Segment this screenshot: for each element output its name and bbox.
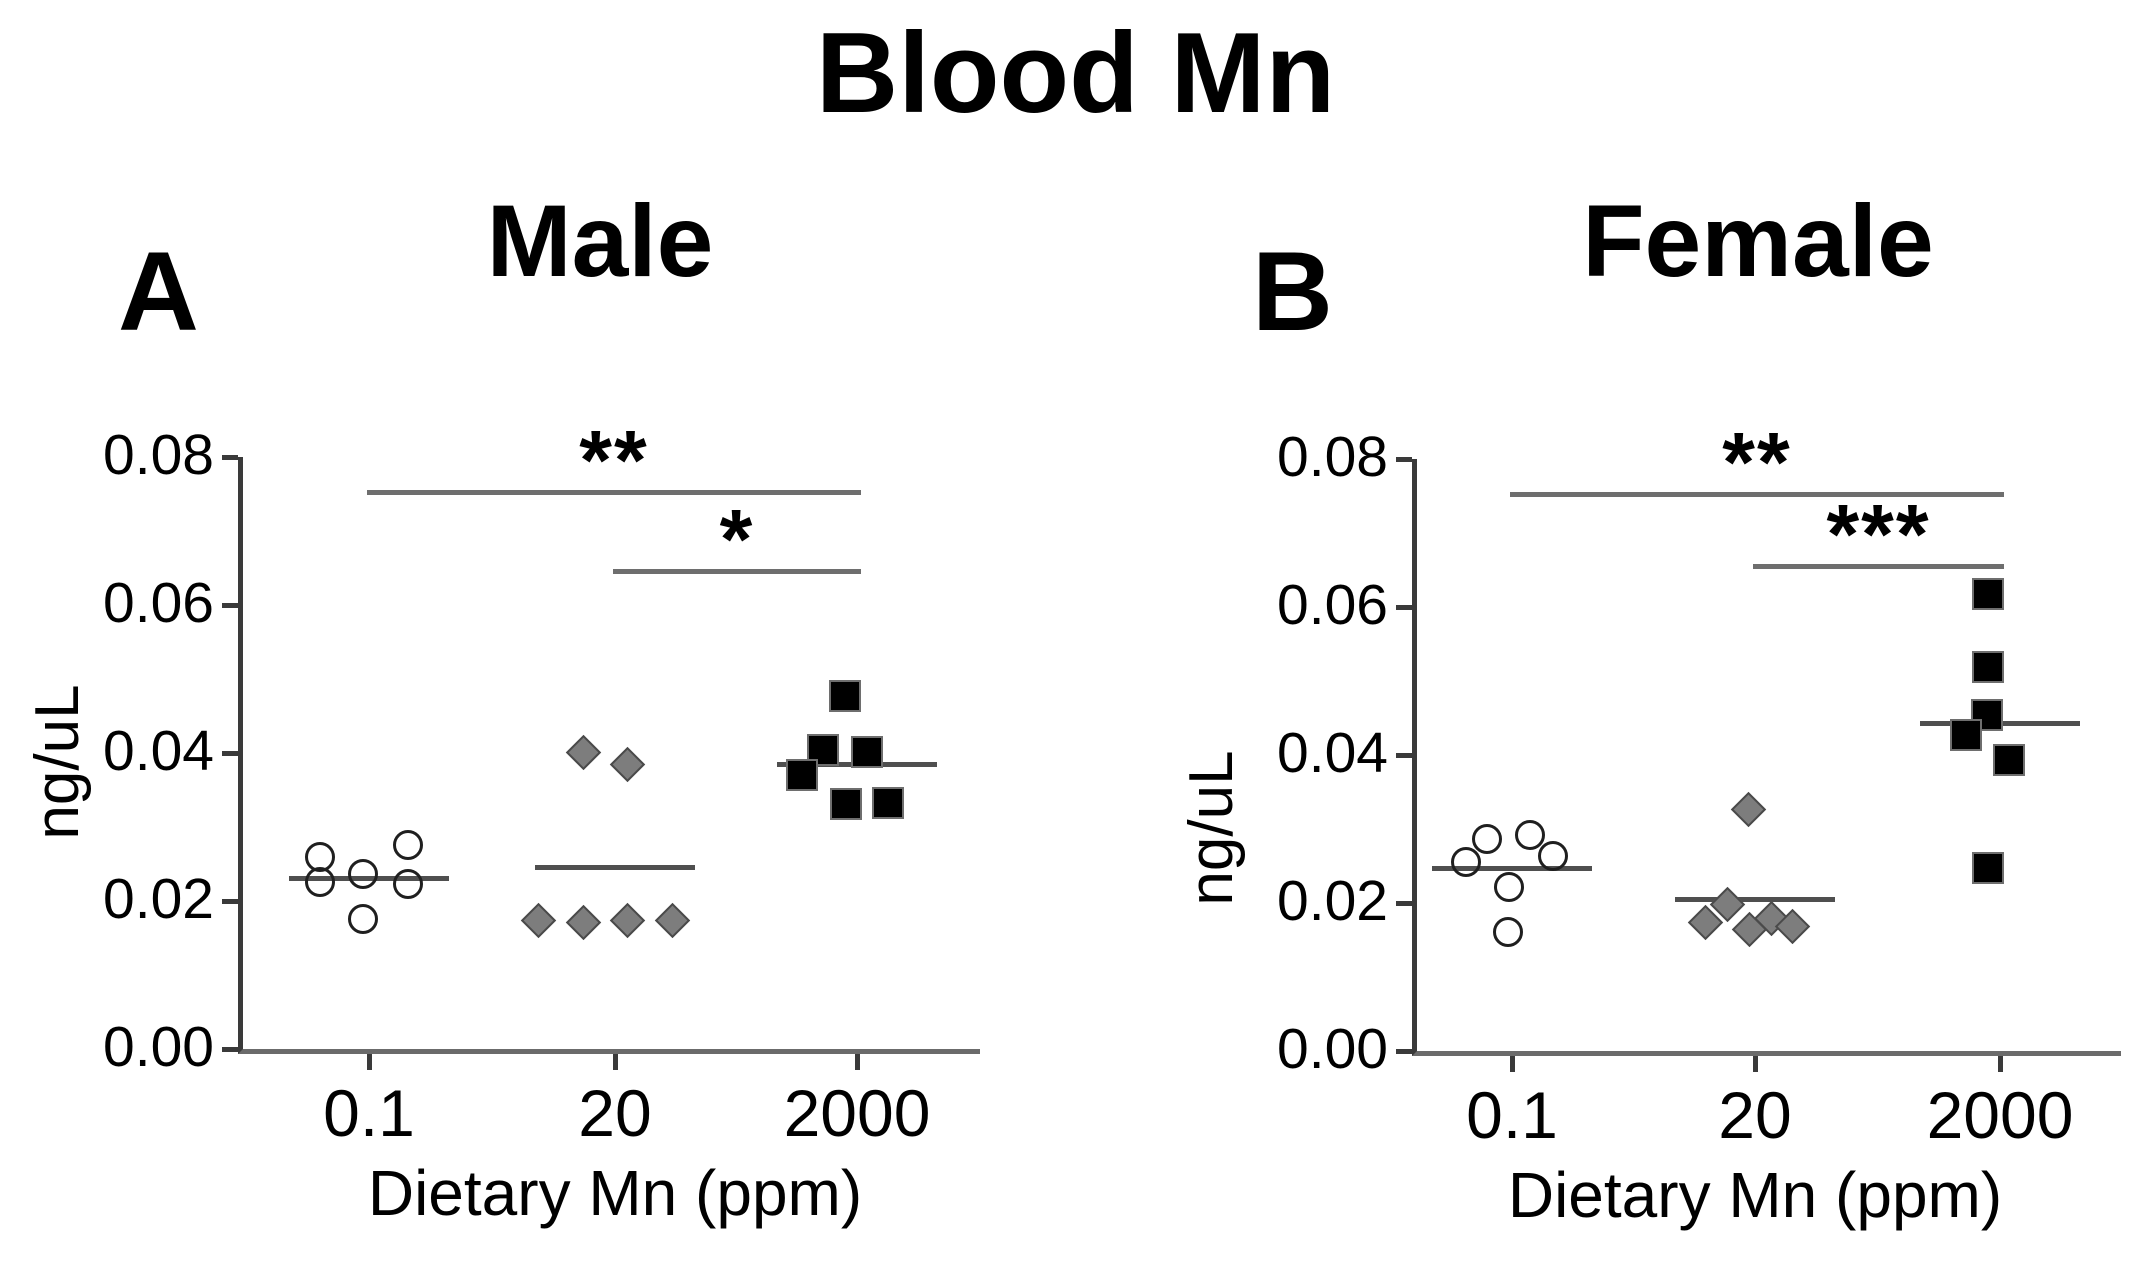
y-tick-label: 0.00 bbox=[1277, 1017, 1388, 1081]
x-tick-label: 20 bbox=[578, 1076, 652, 1150]
x-tick-mark bbox=[1998, 1056, 2003, 1072]
x-tick-label: 2000 bbox=[783, 1076, 931, 1150]
y-tick-label: 0.02 bbox=[103, 867, 214, 931]
y-tick-mark bbox=[222, 1047, 238, 1052]
significance-asterisks: ** bbox=[579, 413, 649, 508]
data-point-square bbox=[1972, 577, 2004, 610]
significance-asterisks: *** bbox=[1826, 487, 1931, 582]
x-tick-label: 2000 bbox=[1926, 1078, 2074, 1152]
y-tick-label: 0.00 bbox=[103, 1015, 214, 1079]
significance-bar bbox=[613, 569, 861, 575]
data-point-circle bbox=[348, 859, 378, 890]
x-tick-label: 0.1 bbox=[323, 1076, 415, 1150]
x-axis-title: Dietary Mn (ppm) bbox=[367, 1157, 863, 1229]
x-axis-title: Dietary Mn (ppm) bbox=[1507, 1159, 2003, 1231]
significance-asterisks: * bbox=[719, 492, 755, 587]
data-point-circle bbox=[1472, 824, 1502, 855]
median-line bbox=[1432, 866, 1592, 872]
y-tick-label: 0.06 bbox=[103, 571, 214, 635]
plot-area bbox=[238, 457, 980, 1054]
data-point-square bbox=[851, 736, 883, 769]
y-tick-mark bbox=[1396, 605, 1412, 610]
y-tick-mark bbox=[222, 751, 238, 756]
figure-title: Blood Mn bbox=[815, 10, 1336, 137]
y-tick-mark bbox=[222, 603, 238, 608]
y-tick-mark bbox=[1396, 1049, 1412, 1054]
significance-bar bbox=[1753, 564, 2004, 570]
y-tick-mark bbox=[222, 455, 238, 460]
y-tick-label: 0.02 bbox=[1277, 869, 1388, 933]
x-tick-label: 0.1 bbox=[1466, 1078, 1558, 1152]
data-point-square bbox=[830, 788, 862, 821]
y-tick-label: 0.08 bbox=[103, 423, 214, 487]
data-point-square bbox=[872, 787, 904, 820]
x-tick-mark bbox=[855, 1054, 860, 1070]
data-point-square bbox=[786, 759, 818, 792]
significance-bar bbox=[367, 490, 861, 496]
x-tick-mark bbox=[613, 1054, 618, 1070]
median-line bbox=[1675, 897, 1835, 903]
plot-area bbox=[1412, 459, 2121, 1056]
y-tick-mark bbox=[1396, 901, 1412, 906]
data-point-circle bbox=[1515, 819, 1545, 850]
x-tick-label: 20 bbox=[1718, 1078, 1792, 1152]
x-tick-mark bbox=[1753, 1056, 1758, 1072]
panel-title-female: Female bbox=[1582, 184, 1934, 298]
data-point-square bbox=[829, 680, 861, 713]
data-point-circle bbox=[393, 829, 423, 860]
data-point-circle bbox=[1494, 871, 1524, 902]
data-point-circle bbox=[1451, 846, 1481, 877]
data-point-square bbox=[1972, 852, 2004, 885]
y-tick-mark bbox=[1396, 753, 1412, 758]
median-line bbox=[535, 864, 695, 870]
y-tick-label: 0.04 bbox=[1277, 721, 1388, 785]
panel-letter-a: A bbox=[118, 229, 199, 354]
y-tick-mark bbox=[1396, 457, 1412, 462]
y-tick-label: 0.06 bbox=[1277, 573, 1388, 637]
data-point-circle bbox=[1493, 916, 1523, 947]
data-point-square bbox=[1972, 650, 2004, 683]
y-axis-title: ng/uL bbox=[1177, 750, 1246, 906]
y-tick-label: 0.04 bbox=[103, 719, 214, 783]
y-tick-mark bbox=[222, 899, 238, 904]
data-point-circle bbox=[305, 866, 335, 897]
panel-title-male: Male bbox=[486, 184, 714, 298]
data-point-square bbox=[1950, 719, 1982, 752]
panel-letter-b: B bbox=[1252, 229, 1333, 354]
data-point-circle bbox=[393, 868, 423, 899]
x-tick-mark bbox=[367, 1054, 372, 1070]
data-point-circle bbox=[1538, 841, 1568, 872]
data-point-square bbox=[1993, 744, 2025, 777]
y-tick-label: 0.08 bbox=[1277, 425, 1388, 489]
significance-asterisks: ** bbox=[1722, 415, 1792, 510]
data-point-circle bbox=[348, 903, 378, 934]
significance-bar bbox=[1510, 492, 2004, 498]
x-tick-mark bbox=[1510, 1056, 1515, 1072]
